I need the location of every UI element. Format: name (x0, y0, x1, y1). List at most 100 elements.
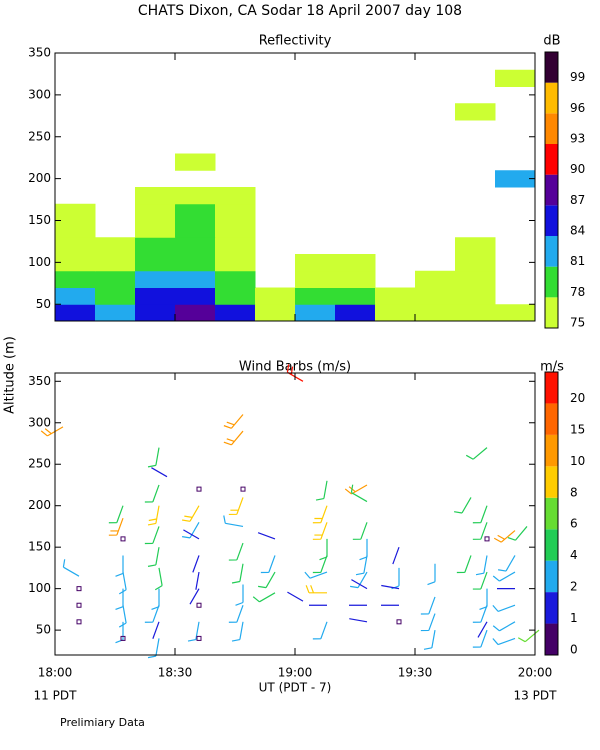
wind-barb (183, 529, 200, 540)
colorbar-segment (545, 497, 558, 530)
colorbar-title: dB (543, 34, 560, 49)
wind-barb (223, 414, 244, 429)
calm-marker (120, 635, 126, 641)
reflectivity-cell (175, 203, 216, 221)
colorbar-label: 10 (570, 454, 585, 468)
x-tick-label: 20:00 (518, 666, 553, 680)
reflectivity-cell (55, 203, 96, 221)
reflectivity-cell (175, 237, 216, 255)
panel-title: Wind Barbs (m/s) (239, 360, 351, 375)
wind-barb (187, 621, 200, 642)
footnote: Prelimiary Data (60, 716, 145, 729)
wind-barb (192, 555, 200, 573)
wind-barb (287, 591, 304, 602)
reflectivity-cell (55, 254, 96, 272)
wind-barb (62, 559, 80, 577)
reflectivity-cell (95, 237, 136, 255)
y-tick-label: 200 (28, 171, 51, 185)
calm-marker (120, 536, 126, 542)
reflectivity-cell (455, 287, 496, 305)
colorbar-label: 96 (570, 101, 585, 115)
reflectivity-cell (215, 270, 256, 288)
colorbar-segment (545, 466, 558, 498)
wind-barb (475, 555, 488, 576)
reflectivity-cell (135, 203, 176, 221)
reflectivity-cell (295, 270, 336, 288)
y-tick-label: 50 (36, 623, 51, 637)
wind-barb (147, 638, 160, 659)
reflectivity-cell (215, 187, 256, 205)
wind-barb (472, 629, 488, 648)
reflectivity-cell (135, 237, 176, 255)
y-tick-label: 350 (28, 374, 51, 388)
y-tick-label: 250 (28, 129, 51, 143)
reflectivity-cell (175, 270, 216, 288)
reflectivity-cell (135, 270, 176, 288)
reflectivity-cell (375, 304, 416, 322)
y-axis-label: Altitude (m) (3, 336, 18, 414)
colorbar-segment (545, 266, 558, 298)
x-axis-label: UT (PDT - 7) (259, 681, 332, 695)
colorbar-segment (545, 434, 558, 467)
wind-barb (189, 588, 200, 605)
wind-barb (493, 530, 516, 543)
wind-barb (349, 618, 368, 623)
wind-barb (304, 571, 328, 579)
y-tick-label: 100 (28, 255, 51, 269)
wind-barb (312, 505, 328, 524)
colorbar-label: 84 (570, 224, 585, 238)
reflectivity-cell (295, 287, 336, 305)
reflectivity-cell (55, 287, 96, 305)
colorbar-label: 78 (570, 285, 585, 299)
colorbar-label: 81 (570, 254, 585, 268)
colorbar-segment (545, 372, 558, 404)
reflectivity-cell (455, 304, 496, 322)
reflectivity-cell (415, 287, 456, 305)
colorbar-segment (545, 144, 558, 175)
calm-marker (196, 602, 202, 608)
wind-barb (472, 522, 488, 540)
colorbar-segment (545, 174, 558, 206)
reflectivity-cell (495, 170, 536, 188)
reflectivity-cell (415, 270, 456, 288)
calm-marker (76, 602, 82, 608)
reflectivity-cell (295, 254, 336, 272)
wind-barb (465, 447, 488, 460)
reflectivity-cell (55, 237, 96, 255)
wind-barb (350, 484, 368, 503)
colorbar-label: 20 (570, 391, 585, 405)
wind-barb (456, 555, 472, 574)
wind-barb (427, 563, 436, 586)
colorbar-label: 1 (570, 611, 578, 625)
reflectivity-cell (55, 304, 96, 322)
reflectivity-cell (255, 287, 296, 305)
colorbar-label: 8 (570, 485, 578, 499)
x-tick-label: 18:30 (158, 666, 193, 680)
wind-barb (507, 526, 528, 541)
wind-barb (154, 567, 163, 591)
wind-barb (182, 521, 200, 539)
colorbar-segment (545, 529, 558, 561)
wind-barb (235, 584, 244, 606)
colorbar-label: 75 (570, 316, 585, 330)
reflectivity-cell (175, 304, 216, 322)
wind-barb (472, 571, 488, 590)
wind-barb (312, 621, 328, 640)
colorbar-segment (545, 113, 558, 144)
y-tick-label: 200 (28, 498, 51, 512)
wind-barb (472, 505, 488, 524)
reflectivity-cell (95, 254, 136, 272)
wind-barb (472, 605, 488, 623)
colorbar-segment (545, 560, 558, 593)
wind-barb (152, 621, 160, 639)
y-tick-label: 50 (36, 297, 51, 311)
wind-barb (517, 629, 540, 643)
reflectivity-cell (95, 304, 136, 322)
reflectivity-cell (295, 304, 336, 322)
colorbar-label: 90 (570, 162, 585, 176)
y-tick-label: 300 (28, 415, 51, 429)
colorbar-label: 2 (570, 580, 578, 594)
reflectivity-cell (215, 254, 256, 272)
reflectivity-cell (455, 103, 496, 121)
wind-barb (423, 630, 436, 650)
